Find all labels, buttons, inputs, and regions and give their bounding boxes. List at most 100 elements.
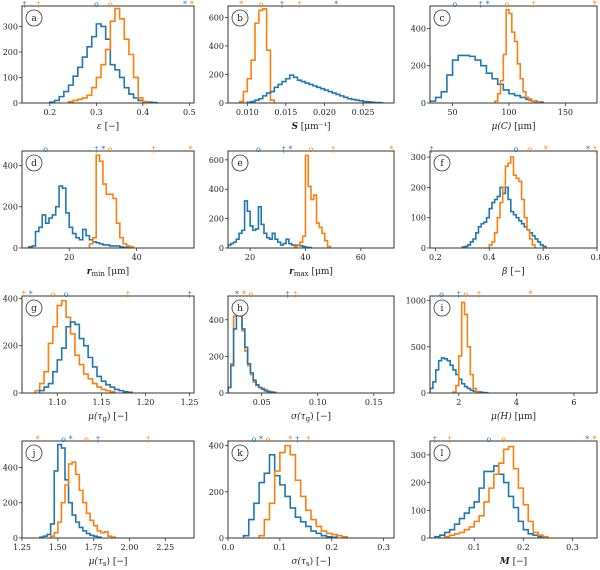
x-tick-label: 0.3 bbox=[566, 543, 579, 552]
x-label-sub: g bbox=[306, 415, 311, 423]
summary-marker: * bbox=[36, 435, 40, 444]
summary-marker: † bbox=[532, 0, 536, 9]
histogram-series-blue bbox=[461, 186, 547, 248]
summary-marker: o bbox=[452, 0, 457, 9]
summary-marker: * bbox=[585, 435, 589, 444]
summary-marker: o bbox=[527, 145, 532, 154]
histogram-series-blue bbox=[242, 454, 338, 538]
x-tick-label: 20 bbox=[245, 253, 255, 262]
y-tick-label: 0 bbox=[219, 99, 224, 108]
x-axis-label: S [μm⁻¹] bbox=[291, 122, 330, 132]
x-tick-label: 150 bbox=[558, 108, 573, 117]
x-tick-label: 1.20 bbox=[137, 398, 155, 407]
summary-marker: † bbox=[448, 435, 452, 444]
summary-marker: † bbox=[457, 290, 461, 299]
summary-marker: * bbox=[288, 435, 292, 444]
summary-marker: o bbox=[259, 0, 264, 9]
summary-marker: † bbox=[281, 145, 285, 154]
x-tick-label: 0.3 bbox=[90, 108, 103, 117]
summary-marker: o bbox=[249, 290, 254, 299]
panel-label: c bbox=[439, 14, 444, 24]
summary-marker: * bbox=[189, 145, 193, 154]
x-tick-label: 0.4 bbox=[483, 253, 496, 262]
summary-marker: o bbox=[43, 145, 48, 154]
summary-marker: o bbox=[256, 145, 261, 154]
x-tick-label: 0.4 bbox=[136, 108, 149, 117]
summary-marker: o bbox=[61, 435, 66, 444]
summary-marker: o bbox=[64, 290, 69, 299]
summary-marker: † bbox=[188, 290, 192, 299]
summary-marker: † bbox=[96, 435, 100, 444]
summary-marker: * bbox=[544, 145, 548, 154]
histogram-series-orange bbox=[293, 154, 332, 248]
x-axis-label: σ(τg) [−] bbox=[291, 411, 331, 423]
panel-label-badge bbox=[231, 444, 249, 462]
panel-label: b bbox=[237, 14, 243, 24]
panel-label: a bbox=[31, 14, 37, 24]
x-tick-label: 100 bbox=[501, 108, 516, 117]
x-label-unit: ) [−] bbox=[107, 556, 128, 567]
panel-label-badge bbox=[433, 299, 451, 317]
summary-marker: † bbox=[280, 0, 284, 9]
panel-label-badge bbox=[433, 444, 451, 462]
axes-frame bbox=[227, 295, 395, 394]
histogram-series-blue bbox=[246, 74, 384, 103]
x-tick-label: 1.25 bbox=[13, 543, 31, 552]
histogram-series-orange bbox=[34, 299, 116, 393]
summary-marker: o bbox=[94, 0, 99, 9]
y-tick-label: 400 bbox=[3, 294, 18, 303]
x-tick-label: 0.0 bbox=[222, 543, 235, 552]
y-tick-label: 0 bbox=[13, 389, 18, 398]
panel-label-badge bbox=[25, 154, 43, 172]
summary-marker: * bbox=[389, 145, 393, 154]
summary-marker: † bbox=[479, 0, 483, 9]
x-axis-label: μ(τs) [−] bbox=[89, 556, 128, 568]
y-tick-label: 0 bbox=[13, 244, 18, 253]
panel-label-badge bbox=[433, 9, 451, 27]
histogram-series-orange bbox=[67, 7, 149, 103]
x-tick-label: 0.6 bbox=[537, 253, 550, 262]
x-label-main: ε bbox=[97, 122, 102, 132]
summary-marker: * bbox=[101, 145, 105, 154]
x-label-unit: [μm] bbox=[511, 122, 535, 132]
x-tick-label: 0.05 bbox=[253, 398, 271, 407]
x-tick-label: 0.2 bbox=[429, 253, 442, 262]
summary-marker: o bbox=[266, 435, 271, 444]
x-axis-label: ε [−] bbox=[97, 122, 119, 132]
panel-label: e bbox=[237, 159, 242, 169]
x-tick-label: 6 bbox=[571, 398, 576, 407]
x-label-unit: ) [−] bbox=[107, 411, 128, 422]
y-tick-label: 100 bbox=[3, 73, 18, 82]
y-tick-label: 500 bbox=[411, 343, 426, 352]
y-tick-label: 200 bbox=[411, 479, 426, 488]
y-tick-label: 0 bbox=[219, 534, 224, 543]
summary-marker: * bbox=[239, 0, 243, 9]
x-axis-label: μ(C) [μm] bbox=[491, 121, 535, 132]
y-tick-label: 0 bbox=[219, 389, 224, 398]
x-label-sub: g bbox=[102, 415, 107, 423]
x-label-sub: s bbox=[306, 560, 310, 568]
x-label-unit: [−] bbox=[102, 122, 119, 132]
x-label-unit: ) [−] bbox=[310, 556, 331, 567]
y-tick-label: 0 bbox=[13, 99, 18, 108]
summary-marker: o bbox=[108, 145, 113, 154]
y-tick-label: 200 bbox=[3, 342, 18, 351]
x-label-main: μ(τ bbox=[89, 556, 104, 567]
x-tick-label: 1.50 bbox=[49, 543, 67, 552]
summary-marker: † bbox=[152, 145, 156, 154]
x-tick-label: 1.10 bbox=[48, 398, 66, 407]
axes-frame bbox=[227, 5, 395, 104]
x-label-unit: [−] bbox=[507, 267, 524, 277]
y-tick-label: 100 bbox=[411, 506, 426, 515]
x-label-unit: [−] bbox=[510, 557, 527, 567]
panel-label-badge bbox=[25, 299, 43, 317]
summary-marker: o bbox=[439, 290, 444, 299]
panel-label-badge bbox=[25, 9, 43, 27]
summary-marker: o bbox=[501, 435, 506, 444]
y-tick-label: 0 bbox=[421, 389, 426, 398]
summary-marker: † bbox=[94, 145, 98, 154]
